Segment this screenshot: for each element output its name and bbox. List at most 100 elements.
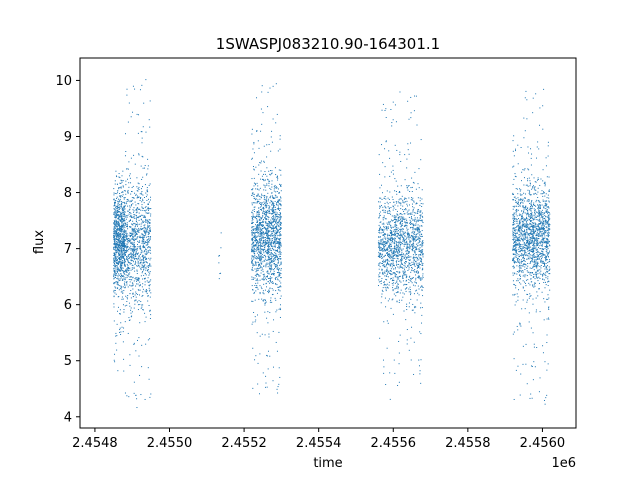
data-point [121,218,123,220]
data-point [264,299,266,301]
data-point [128,255,130,257]
data-point [114,265,116,267]
data-point [258,225,260,227]
data-point [143,102,145,104]
data-point [142,216,144,218]
data-point [253,185,255,187]
data-point [121,267,123,269]
data-point [386,251,388,253]
data-point [403,202,405,204]
data-point [118,251,120,253]
data-point [259,335,261,337]
data-point [397,288,399,290]
data-point [132,252,134,254]
data-point [379,226,381,228]
data-point [384,109,386,111]
data-point [256,270,258,272]
data-point [404,179,406,181]
data-point [115,242,117,244]
data-point [400,233,402,235]
data-point [259,187,261,189]
data-point [415,282,417,284]
data-point [404,265,406,267]
data-point [271,170,273,172]
data-point [255,355,257,357]
data-point [128,262,130,264]
data-point [122,244,124,246]
data-point [384,218,386,220]
data-point [251,233,253,235]
data-point [411,269,413,271]
data-point [117,263,119,265]
data-point [267,232,269,234]
data-point [399,237,401,239]
data-point [380,239,382,241]
data-point [381,273,383,275]
data-point [272,218,274,220]
data-point [382,260,384,262]
data-point [117,221,119,223]
data-point [121,257,123,259]
data-point [420,286,422,288]
data-point [121,175,123,177]
data-point [132,244,134,246]
data-point [279,307,281,309]
data-point [409,259,411,261]
data-point [126,284,128,286]
data-point [280,224,282,226]
data-point [144,243,146,245]
data-point [414,257,416,259]
data-point [277,204,279,206]
data-point [130,276,132,278]
data-point [136,177,138,179]
data-point [140,131,142,133]
data-point [275,283,277,285]
data-point [381,209,383,211]
data-point [422,263,424,265]
data-point [124,222,126,224]
data-point [266,224,268,226]
data-point [114,270,116,272]
data-point [119,242,121,244]
data-point [115,199,117,201]
data-point [260,225,262,227]
data-point [125,193,127,195]
data-point [113,274,115,276]
data-point [402,216,404,218]
data-point [417,285,419,287]
data-point [122,245,124,247]
data-point [276,284,278,286]
data-point [406,221,408,223]
data-point [115,175,117,177]
data-point [417,244,419,246]
data-point [257,280,259,282]
data-point [264,244,266,246]
data-point [408,153,410,155]
data-point [252,270,254,272]
data-point [278,286,280,288]
data-point [403,240,405,242]
data-point [137,216,139,218]
data-point [127,228,129,230]
data-point [270,136,272,138]
data-point [135,224,137,226]
data-point [397,245,399,247]
data-point [380,252,382,254]
data-point [136,231,138,233]
data-point [273,227,275,229]
data-point [130,252,132,254]
data-point [394,104,396,106]
data-point [275,234,277,236]
data-point [400,260,402,262]
data-point [266,354,268,356]
data-point [406,303,408,305]
data-point [420,211,422,213]
data-point [266,197,268,199]
data-point [414,307,416,309]
data-point [269,234,271,236]
data-point [260,178,262,180]
data-point [114,226,116,228]
data-point [260,252,262,254]
data-point [126,244,128,246]
data-point [272,201,274,203]
